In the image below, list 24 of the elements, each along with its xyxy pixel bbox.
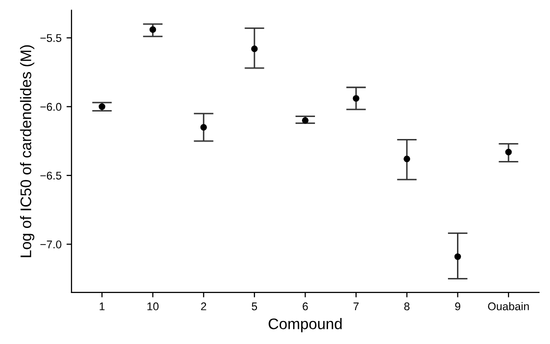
point xyxy=(98,103,106,110)
point xyxy=(251,46,258,52)
point xyxy=(454,253,461,260)
x-tick-label: 6 xyxy=(302,302,308,310)
x-tick-label: 1 xyxy=(100,302,105,310)
y-tick-label: −5.5 xyxy=(40,34,62,42)
point xyxy=(150,26,156,33)
x-tick-label: 2 xyxy=(201,302,206,310)
point xyxy=(302,117,309,124)
y-axis-title: Log of IC50 of cardenolides (M) xyxy=(20,45,34,258)
point xyxy=(352,95,360,102)
y-tick-label: −6.0 xyxy=(40,102,62,111)
x-tick-label: 10 xyxy=(147,302,159,310)
point xyxy=(404,156,410,162)
y-tick-label: −6.5 xyxy=(40,172,62,180)
x-tick-label: 8 xyxy=(404,302,410,310)
point xyxy=(505,148,512,156)
point xyxy=(200,124,207,131)
x-tick-label: 9 xyxy=(455,302,460,310)
x-tick-label: 5 xyxy=(252,302,258,310)
x-tick-label: 7 xyxy=(354,302,359,310)
x-axis-title: Compound xyxy=(268,318,342,332)
x-tick-label: Ouabain xyxy=(488,302,529,310)
y-tick-label: −7.0 xyxy=(40,240,62,248)
